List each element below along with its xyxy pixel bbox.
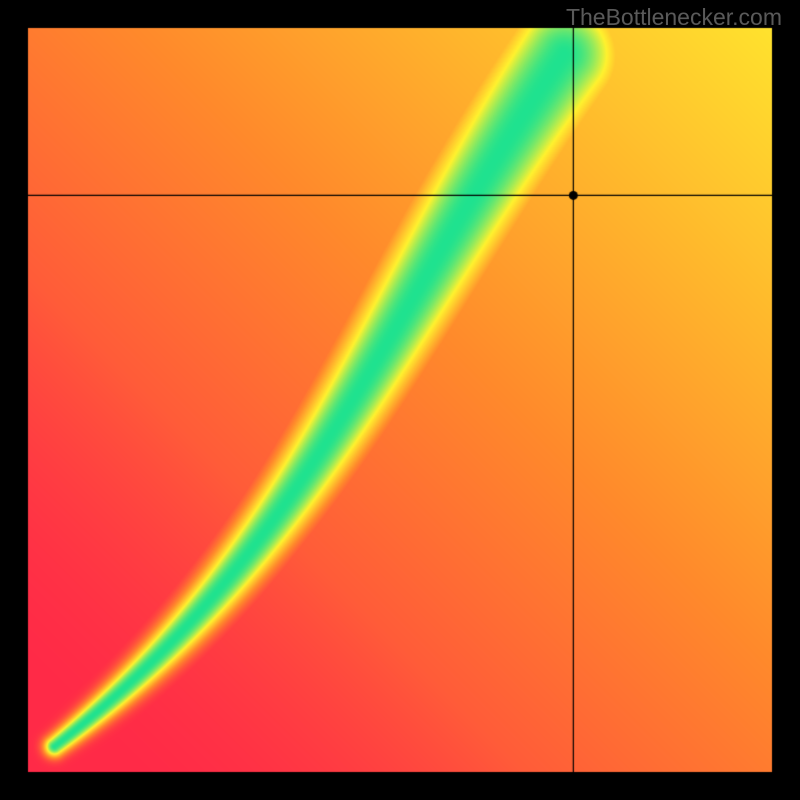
chart-container: TheBottlenecker.com [0,0,800,800]
heatmap-canvas [0,0,800,800]
watermark-text: TheBottlenecker.com [566,4,782,31]
